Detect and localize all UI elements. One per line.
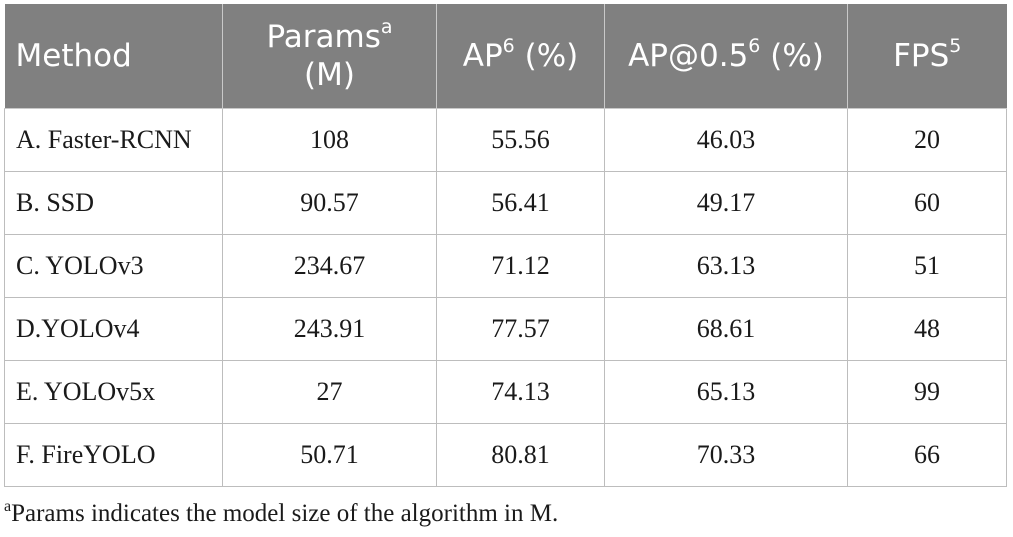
header-ap50-sup: 6 [748, 34, 761, 57]
cell-fps: 99 [847, 360, 1007, 424]
cell-ap: 71.12 [436, 234, 605, 298]
cell-ap: 55.56 [436, 108, 605, 172]
header-fps-sup: 5 [949, 34, 962, 57]
cell-params: 108 [222, 108, 437, 172]
header-method: Method [4, 4, 223, 109]
table-row: D.YOLOv4 243.91 77.57 68.61 48 [4, 297, 1007, 361]
cell-ap50: 49.17 [604, 171, 848, 235]
cell-fps: 66 [847, 423, 1007, 487]
header-params: Paramsa (M) [222, 4, 437, 109]
cell-ap50: 70.33 [604, 423, 848, 487]
cell-ap50: 65.13 [604, 360, 848, 424]
cell-fps: 51 [847, 234, 1007, 298]
cell-params: 243.91 [222, 297, 437, 361]
cell-method: C. YOLOv3 [4, 234, 223, 298]
table-row: E. YOLOv5x 27 74.13 65.13 99 [4, 360, 1007, 424]
cell-ap: 80.81 [436, 423, 605, 487]
cell-ap: 74.13 [436, 360, 605, 424]
cell-fps: 60 [847, 171, 1007, 235]
cell-ap50: 68.61 [604, 297, 848, 361]
cell-fps: 20 [847, 108, 1007, 172]
cell-params: 234.67 [222, 234, 437, 298]
cell-method: E. YOLOv5x [4, 360, 223, 424]
header-fps: FPS5 [847, 4, 1007, 109]
cell-params: 90.57 [222, 171, 437, 235]
cell-params: 50.71 [222, 423, 437, 487]
cell-ap: 56.41 [436, 171, 605, 235]
header-ap50: AP@0.56 (%) [604, 4, 848, 109]
results-table-container: Method Paramsa (M) AP6 (%) AP@0.56 (%) FP… [4, 4, 1007, 487]
table-row: C. YOLOv3 234.67 71.12 63.13 51 [4, 234, 1007, 298]
cell-method: A. Faster-RCNN [4, 108, 223, 172]
cell-params: 27 [222, 360, 437, 424]
cell-ap: 77.57 [436, 297, 605, 361]
cell-method: B. SSD [4, 171, 223, 235]
footnote-text: Params indicates the model size of the a… [11, 500, 559, 527]
header-ap: AP6 (%) [436, 4, 605, 109]
header-params-sup: a [380, 15, 393, 38]
table-header-row: Method Paramsa (M) AP6 (%) AP@0.56 (%) FP… [4, 4, 1007, 109]
cell-ap50: 63.13 [604, 234, 848, 298]
footnote-marker: a [4, 497, 12, 515]
results-table: Method Paramsa (M) AP6 (%) AP@0.56 (%) FP… [4, 4, 1007, 487]
table-row: F. FireYOLO 50.71 80.81 70.33 66 [4, 423, 1007, 487]
cell-method: D.YOLOv4 [4, 297, 223, 361]
cell-ap50: 46.03 [604, 108, 848, 172]
table-row: A. Faster-RCNN 108 55.56 46.03 20 [4, 108, 1007, 172]
table-footnote: aParams indicates the model size of the … [4, 497, 559, 528]
header-ap-sup: 6 [502, 34, 515, 57]
table-row: B. SSD 90.57 56.41 49.17 60 [4, 171, 1007, 235]
cell-method: F. FireYOLO [4, 423, 223, 487]
cell-fps: 48 [847, 297, 1007, 361]
